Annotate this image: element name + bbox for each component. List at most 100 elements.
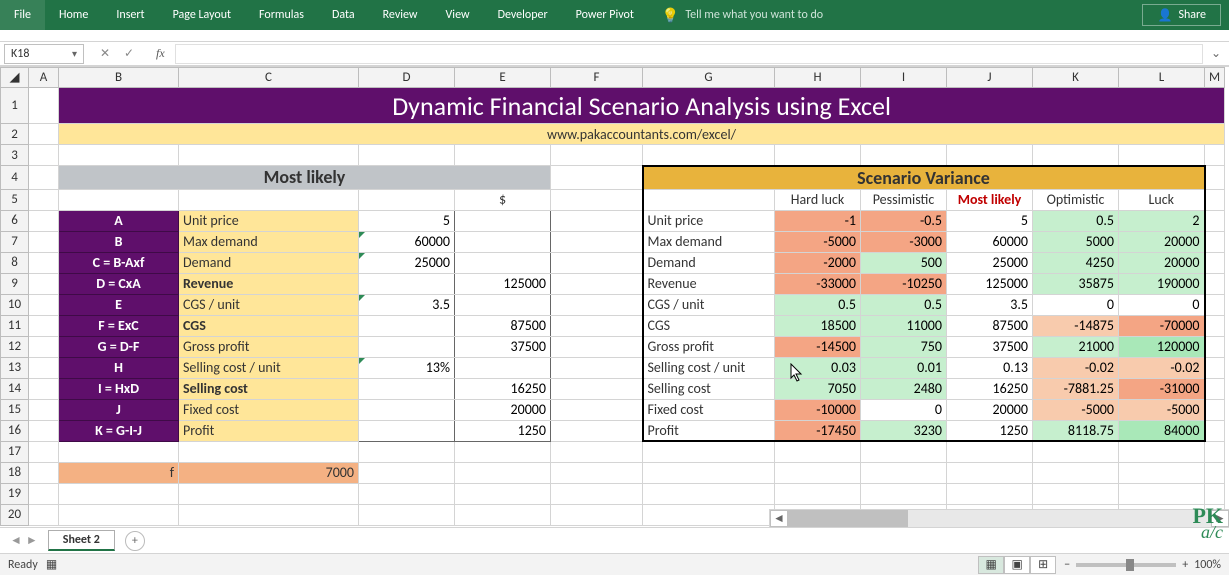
cell[interactable] (29, 357, 59, 378)
cell[interactable] (59, 189, 179, 210)
scenario-value[interactable]: 11000 (861, 315, 947, 336)
grid-row[interactable]: 11F = ExCCGS87500CGS185001100087500-1487… (1, 315, 1225, 336)
cell[interactable] (359, 504, 455, 525)
cell[interactable] (643, 189, 775, 210)
scenario-value[interactable]: 4250 (1033, 252, 1119, 273)
scenario-row-label[interactable]: CGS (643, 315, 775, 336)
left-value-e[interactable]: 125000 (455, 273, 551, 294)
scenario-row-label[interactable]: Demand (643, 252, 775, 273)
sheet-nav-arrows[interactable]: ◄► (4, 533, 44, 548)
cell[interactable] (455, 504, 551, 525)
scenario-value[interactable]: 5 (947, 210, 1033, 231)
grid-row[interactable]: 16K = G-I-JProfit1250Profit-174503230125… (1, 420, 1225, 441)
cell[interactable] (551, 336, 643, 357)
cell[interactable] (551, 252, 643, 273)
description-label[interactable]: CGS / unit (179, 294, 359, 315)
scenario-value[interactable]: 0.5 (861, 294, 947, 315)
cell[interactable] (947, 483, 1033, 504)
grid-row[interactable]: 19 (1, 483, 1225, 504)
ribbon-tab-data[interactable]: Data (318, 0, 369, 30)
scenario-value[interactable]: 60000 (947, 231, 1033, 252)
scenario-value[interactable]: -1 (775, 210, 861, 231)
scenario-header-highlight[interactable]: Most likely (947, 189, 1033, 210)
scenario-value[interactable]: 3.5 (947, 294, 1033, 315)
cell[interactable] (29, 210, 59, 231)
description-label[interactable]: Max demand (179, 231, 359, 252)
formula-label[interactable]: K = G-I-J (59, 420, 179, 441)
description-label[interactable]: Revenue (179, 273, 359, 294)
formula-label[interactable]: J (59, 399, 179, 420)
sheet-tab[interactable]: Sheet 2 (48, 530, 115, 551)
scenario-value[interactable]: 25000 (947, 252, 1033, 273)
cell[interactable] (551, 294, 643, 315)
left-value-d[interactable] (359, 420, 455, 441)
cell[interactable] (179, 504, 359, 525)
grid-row[interactable]: 9D = CxARevenue125000Revenue-33000-10250… (1, 273, 1225, 294)
ribbon-tab-insert[interactable]: Insert (102, 0, 158, 30)
cell[interactable] (1119, 145, 1205, 166)
cell[interactable] (455, 483, 551, 504)
cell[interactable] (29, 462, 59, 483)
cell[interactable] (359, 189, 455, 210)
scenario-value[interactable]: 120000 (1119, 336, 1205, 357)
sheet-prev-icon[interactable]: ◄ (10, 533, 22, 548)
grid-row[interactable]: 6AUnit price5Unit price-1-0.550.52 (1, 210, 1225, 231)
formula-label[interactable]: G = D-F (59, 336, 179, 357)
cell[interactable] (179, 189, 359, 210)
row-header[interactable]: 13 (1, 357, 29, 378)
col-header[interactable]: E (455, 68, 551, 88)
scenario-row-label[interactable]: Revenue (643, 273, 775, 294)
ribbon-tab-home[interactable]: Home (45, 0, 102, 30)
scenario-row-label[interactable]: Unit price (643, 210, 775, 231)
formula-label[interactable]: H (59, 357, 179, 378)
cell[interactable] (947, 462, 1033, 483)
cell[interactable] (29, 378, 59, 399)
cell[interactable] (1205, 483, 1225, 504)
cell[interactable] (775, 483, 861, 504)
cell[interactable] (551, 166, 643, 190)
scenario-value[interactable]: 16250 (947, 378, 1033, 399)
left-value-e[interactable] (455, 357, 551, 378)
grid-row[interactable]: 2www.pakaccountants.com/excel/ (1, 124, 1225, 145)
grid-row[interactable]: 5$Hard luckPessimisticMost likelyOptimis… (1, 189, 1225, 210)
left-value-e[interactable]: 16250 (455, 378, 551, 399)
cell[interactable] (947, 441, 1033, 462)
view-page-break-icon[interactable]: ⊞ (1030, 556, 1056, 574)
cell[interactable] (359, 462, 455, 483)
cell[interactable] (455, 441, 551, 462)
left-value-d[interactable]: 60000 (359, 231, 455, 252)
cell[interactable] (775, 462, 861, 483)
row-header[interactable]: 14 (1, 378, 29, 399)
sheet-next-icon[interactable]: ► (26, 533, 38, 548)
cell[interactable] (29, 483, 59, 504)
scenario-value[interactable]: 0 (1119, 294, 1205, 315)
grid-row[interactable]: 1Dynamic Financial Scenario Analysis usi… (1, 88, 1225, 124)
cell[interactable] (29, 420, 59, 441)
scenario-value[interactable]: 20000 (947, 399, 1033, 420)
grid-row[interactable]: 7BMax demand60000Max demand-5000-3000600… (1, 231, 1225, 252)
grid-row[interactable]: 17 (1, 441, 1225, 462)
scenario-value[interactable]: 21000 (1033, 336, 1119, 357)
row-header[interactable]: 19 (1, 483, 29, 504)
scenario-value[interactable]: -0.5 (861, 210, 947, 231)
scenario-value[interactable]: 20000 (1119, 252, 1205, 273)
scenario-header[interactable]: Optimistic (1033, 189, 1119, 210)
cell[interactable] (1205, 462, 1225, 483)
left-value-e[interactable] (455, 294, 551, 315)
col-header[interactable]: A (29, 68, 59, 88)
cancel-icon[interactable]: ✕ (94, 46, 116, 61)
left-value-e[interactable] (455, 231, 551, 252)
enter-icon[interactable]: ✓ (118, 46, 140, 61)
scroll-right-icon[interactable]: ► (1211, 510, 1229, 527)
scenario-value[interactable]: 190000 (1119, 273, 1205, 294)
cell[interactable] (59, 483, 179, 504)
select-all-corner[interactable]: ◢ (1, 68, 29, 88)
cell[interactable] (59, 145, 179, 166)
cell[interactable] (179, 145, 359, 166)
cell[interactable] (59, 504, 179, 525)
cell[interactable] (551, 189, 643, 210)
cell[interactable] (29, 399, 59, 420)
description-label[interactable]: Gross profit (179, 336, 359, 357)
row-header[interactable]: 20 (1, 504, 29, 525)
cell[interactable] (551, 441, 643, 462)
